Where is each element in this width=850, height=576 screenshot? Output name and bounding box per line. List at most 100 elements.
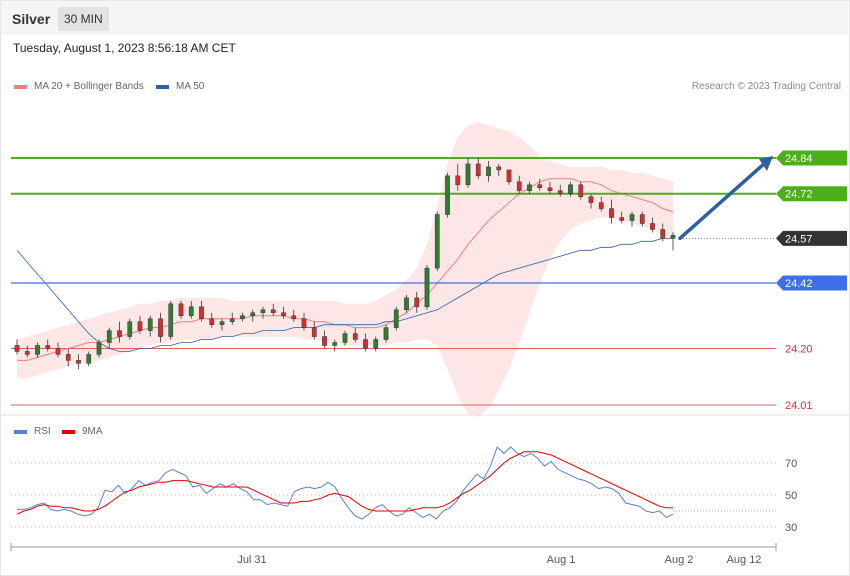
candle-body [445, 175, 450, 215]
level-label-24.20: 24.20 [785, 343, 813, 355]
candle-body [547, 187, 553, 191]
forecast-arrow-head [759, 156, 773, 171]
candle-body [619, 217, 625, 221]
candle-body [240, 315, 245, 319]
candle-body [219, 321, 225, 325]
candle-body [465, 163, 471, 186]
candle-body [455, 175, 461, 186]
candle-body [147, 318, 153, 331]
legend-ma50: MA 50 [156, 81, 204, 92]
level-label-24.42: 24.42 [785, 278, 813, 290]
header-bar: Silver 30 MIN [1, 1, 848, 35]
candle-body [168, 303, 174, 337]
candle-body [527, 184, 532, 191]
x-tick-label: Jul 31 [237, 554, 266, 566]
candle-body [332, 342, 338, 346]
candle-body [342, 333, 348, 343]
symbol-title: Silver [12, 11, 51, 27]
candle-body [383, 327, 389, 340]
candle-body [117, 330, 122, 337]
candle-body [578, 184, 584, 197]
rsi-swatch [14, 429, 27, 434]
candle-body [24, 351, 30, 355]
candle-body [137, 321, 143, 331]
copyright-text: Research © 2023 Trading Central [691, 81, 841, 92]
candle-body [404, 297, 409, 311]
candle-body [96, 342, 102, 355]
candle-body [270, 309, 276, 313]
candle-body [629, 214, 635, 221]
legend-ma20-label: MA 20 + Bollinger Bands [34, 81, 144, 92]
candle-body [363, 339, 368, 349]
candle-body [322, 336, 327, 346]
candle-body [373, 339, 379, 349]
candle-body [557, 190, 563, 194]
candle-body [424, 267, 430, 308]
legend-9ma-label: 9MA [82, 426, 103, 437]
legend-9ma: 9MA [62, 426, 103, 437]
candle-body [188, 306, 194, 316]
level-label-24.72: 24.72 [785, 189, 813, 201]
candle-body [434, 214, 440, 269]
level-tag-24.72 [776, 186, 847, 202]
candle-body [609, 208, 614, 218]
candle-body [86, 354, 92, 364]
candle-body [178, 303, 184, 316]
timestamp: Tuesday, August 1, 2023 8:56:18 AM CET [13, 41, 236, 55]
candle-body [598, 202, 604, 209]
candle-body [650, 223, 655, 230]
candle-body [352, 333, 358, 340]
ma50-line [16, 237, 673, 352]
candle-body [55, 348, 61, 355]
candle-body [670, 235, 676, 239]
candle-body [496, 166, 502, 171]
candle-body [229, 318, 235, 322]
level-label-24.01: 24.01 [785, 400, 813, 412]
candle-body [65, 354, 71, 361]
candle-body [76, 360, 81, 364]
candle-body [475, 163, 481, 177]
legend-ma20: MA 20 + Bollinger Bands [14, 81, 144, 92]
level-label-24.57: 24.57 [785, 233, 813, 245]
candle-body [106, 330, 112, 343]
candle-body [506, 169, 512, 183]
candle-body [260, 309, 266, 313]
price-panel: 24.20 24.01 24.84 24.72 24.57 24.42 [11, 122, 847, 417]
ma9-swatch [62, 429, 75, 434]
candle-body [486, 166, 491, 177]
candle-body [393, 309, 399, 328]
level-tag-24.84 [776, 150, 847, 166]
candle-body [588, 196, 594, 203]
candle-body [281, 312, 286, 316]
candle-body [516, 181, 522, 191]
level-label-24.84: 24.84 [785, 153, 813, 165]
candle-body [250, 312, 256, 316]
candle-body [660, 229, 666, 239]
candle-body [127, 321, 133, 337]
level-tag-24.42 [776, 275, 847, 291]
candle-body [291, 315, 297, 319]
time-axis: Jul 31 Aug 1 Aug 2 Aug 12 [10, 543, 777, 566]
x-tick-label: Aug 2 [665, 554, 694, 566]
ma20-swatch [14, 84, 27, 89]
legend-rsi: RSI [14, 426, 51, 437]
candle-body [639, 214, 645, 224]
timeframe-button[interactable]: 30 MIN [58, 7, 109, 31]
candle-body [311, 327, 317, 337]
legend-ma50-label: MA 50 [176, 81, 205, 92]
candle-body [158, 318, 163, 337]
candle-body [45, 345, 51, 349]
forecast-arrow-shaft [678, 161, 767, 241]
legend-rsi-label: RSI [34, 426, 51, 437]
candle-body [537, 184, 543, 189]
rsi-tick-70: 70 [785, 458, 797, 470]
rsi-tick-50: 50 [785, 490, 797, 502]
rsi-tick-30: 30 [785, 522, 797, 534]
rsi-panel: 70 50 30 [11, 446, 797, 534]
rsi-line [17, 446, 674, 520]
rsi-9ma-line [16, 451, 673, 515]
candle-body [35, 345, 40, 355]
ma50-swatch [156, 84, 169, 89]
candle-body [568, 184, 573, 194]
